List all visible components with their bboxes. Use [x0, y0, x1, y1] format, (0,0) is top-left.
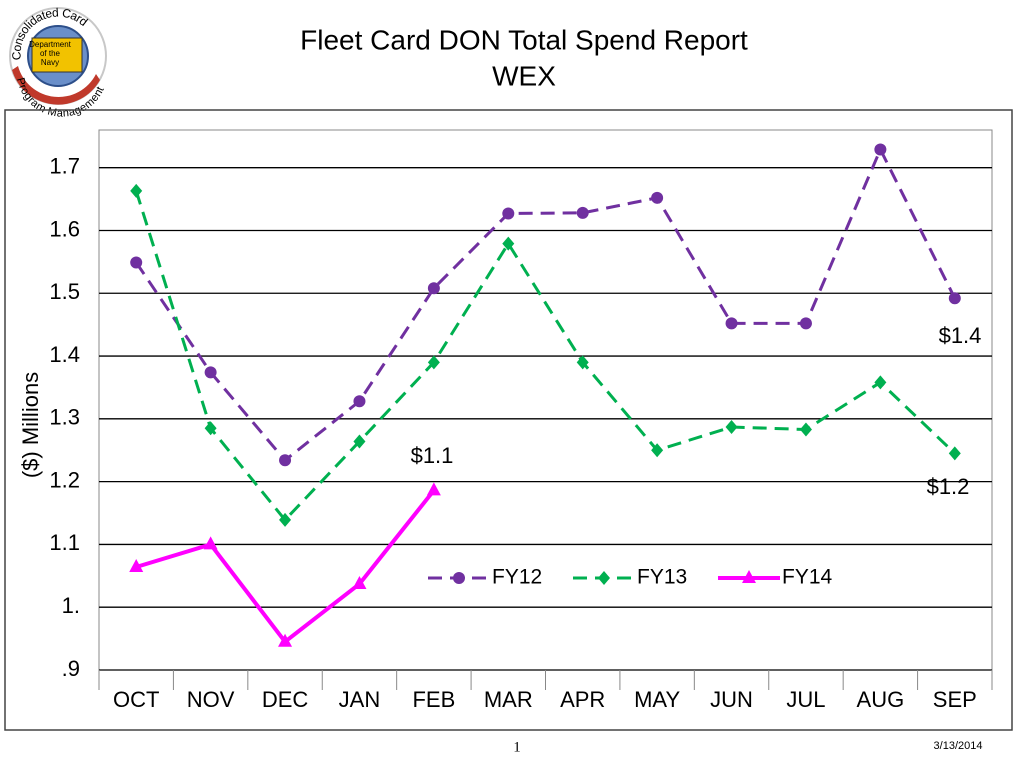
x-tick-label: OCT [113, 687, 159, 712]
legend-label: FY13 [637, 566, 687, 589]
point [576, 355, 589, 370]
x-tick-label: MAR [484, 687, 533, 712]
point [799, 422, 812, 437]
x-tick-label: JUL [786, 687, 825, 712]
point [576, 206, 589, 219]
legend-marker [453, 572, 465, 584]
x-tick-label: NOV [187, 687, 235, 712]
point [129, 559, 144, 573]
x-tick-label: AUG [857, 687, 905, 712]
logo-card [31, 37, 83, 73]
point [426, 482, 441, 496]
point [204, 366, 217, 379]
x-tick-label: JAN [339, 687, 381, 712]
legend-label: FY14 [782, 566, 833, 589]
y-tick-label: 1.3 [49, 405, 80, 430]
legend-label: FY12 [492, 566, 542, 589]
point [651, 443, 664, 458]
page-number: 1 [513, 739, 521, 755]
legend-marker [742, 570, 756, 583]
x-tick-label: FEB [412, 687, 455, 712]
point [948, 446, 961, 461]
y-tick-label: 1.7 [49, 153, 80, 178]
y-axis-label: ($) Millions [18, 372, 43, 478]
point [874, 143, 887, 156]
point [725, 317, 738, 330]
point [427, 355, 440, 370]
point [352, 575, 367, 589]
point [651, 191, 664, 204]
chart-subtitle: WEX [492, 60, 556, 91]
logo-center-text: Department [29, 40, 72, 49]
annotation: $1.2 [927, 474, 970, 499]
point [278, 633, 293, 647]
chart-frame [4, 109, 1013, 731]
point [130, 183, 143, 198]
point [874, 375, 887, 390]
x-tick-label: DEC [262, 687, 309, 712]
y-tick-label: 1.6 [49, 216, 80, 241]
legend-marker [598, 571, 610, 585]
point [279, 454, 292, 467]
point [427, 282, 440, 295]
y-tick-label: 1.5 [49, 279, 80, 304]
point [353, 434, 366, 449]
x-tick-label: SEP [933, 687, 977, 712]
y-tick-label: .9 [62, 656, 80, 681]
logo-swoosh [12, 66, 100, 105]
point [502, 236, 515, 251]
point [948, 292, 961, 305]
point [279, 512, 292, 527]
point [203, 536, 218, 550]
y-tick-label: 1. [62, 593, 80, 618]
point [725, 420, 738, 434]
logo: Consolidated Card Program Management Dep… [9, 6, 107, 120]
y-tick-label: 1.1 [49, 530, 80, 555]
y-tick-label: 1.4 [49, 342, 80, 367]
logo-center-text: of the [40, 49, 61, 58]
x-tick-label: APR [560, 687, 605, 712]
point [130, 256, 143, 269]
chart-title: Fleet Card DON Total Spend Report [300, 24, 748, 55]
point [353, 395, 366, 408]
point [502, 207, 515, 220]
series-line [134, 190, 956, 523]
x-tick-label: MAY [634, 687, 680, 712]
logo-center-text: Navy [41, 58, 59, 67]
footer-date: 3/13/2014 [934, 740, 983, 752]
annotation: $1.1 [411, 443, 454, 468]
y-tick-label: 1.2 [49, 467, 80, 492]
series-line [134, 145, 957, 463]
point [204, 421, 217, 436]
annotation: $1.4 [939, 323, 982, 348]
plot-area [98, 129, 993, 671]
x-tick-label: JUN [710, 687, 753, 712]
point [799, 317, 812, 330]
